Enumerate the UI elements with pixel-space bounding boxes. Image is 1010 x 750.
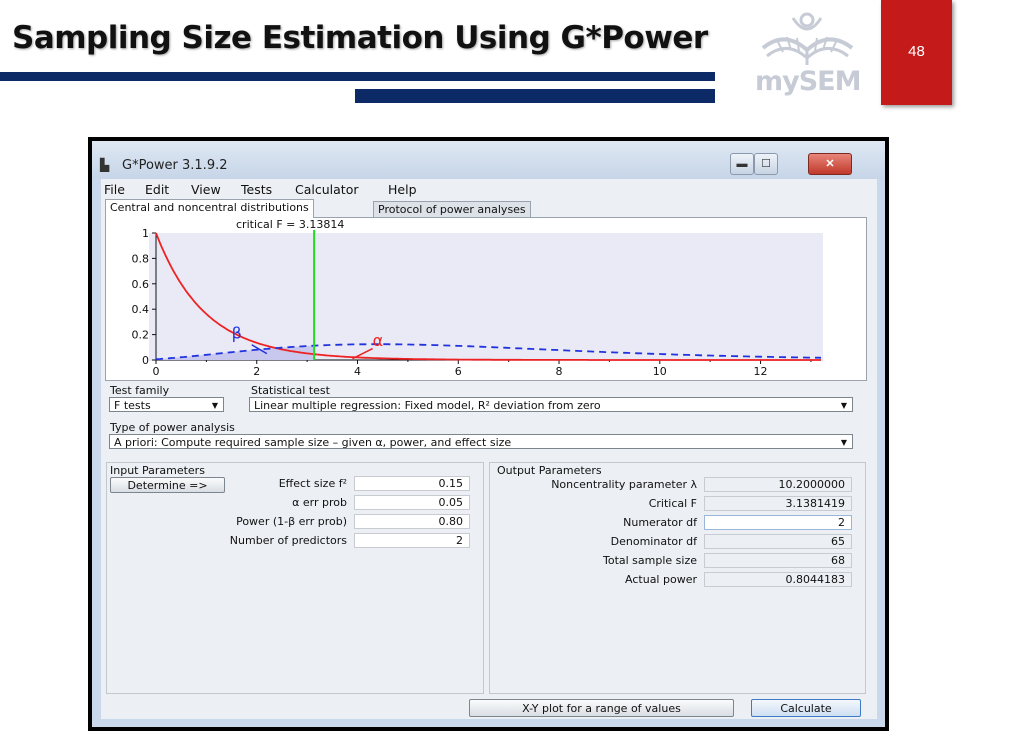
plot-background <box>149 233 823 361</box>
central-distribution-curve <box>155 232 821 361</box>
minimize-button[interactable]: ▬ <box>730 153 754 175</box>
actual-power-value: 0.8044183 <box>704 572 852 587</box>
determine-button[interactable]: Determine => <box>110 477 225 493</box>
predictors-input[interactable]: 2 <box>354 533 470 548</box>
distribution-plot-panel: 0 0.2 0.4 0.6 0.8 1 0 2 4 6 8 10 12 critical F = 3.… <box>105 217 867 381</box>
alpha-err-label: α err prob <box>292 496 347 509</box>
xy-plot-button[interactable]: X-Y plot for a range of values <box>469 699 734 717</box>
power-label: Power (1-β err prob) <box>236 515 347 528</box>
numerator-df-label: Numerator df <box>623 516 697 529</box>
denominator-df-label: Denominator df <box>610 535 697 548</box>
x-tick-label: 6 <box>455 365 462 378</box>
x-tick-label: 8 <box>556 365 563 378</box>
title-rule-top <box>0 72 715 81</box>
total-sample-size-value: 68 <box>704 553 852 568</box>
predictors-label: Number of predictors <box>229 534 347 547</box>
beta-label: β <box>232 323 242 342</box>
menu-edit[interactable]: Edit <box>145 182 170 197</box>
statistical-test-select[interactable]: Linear multiple regression: Fixed model,… <box>249 397 853 412</box>
logo-text: mySEM <box>755 66 862 97</box>
screenshot-frame: ▙ G*Power 3.1.9.2 ▬ ☐ ✕ File Edit View T… <box>88 137 889 731</box>
noncentral-distribution-curve <box>155 343 822 361</box>
window-client: File Edit View Tests Calculator Help Cen… <box>101 179 877 719</box>
title-rule-bottom <box>355 89 715 103</box>
menu-tests[interactable]: Tests <box>241 182 273 197</box>
input-parameters-group <box>106 462 484 694</box>
test-family-label: Test family <box>110 384 170 397</box>
maximize-icon: ☐ <box>761 158 771 170</box>
test-family-select[interactable]: F tests ▼ <box>109 397 224 412</box>
beta-pointer <box>251 344 268 355</box>
x-axis: 0 2 4 6 8 10 12 <box>153 359 821 378</box>
x-tick-label: 4 <box>354 365 361 378</box>
y-tick-label: 0.8 <box>132 252 150 265</box>
window-titlebar[interactable]: ▙ G*Power 3.1.9.2 ▬ ☐ ✕ <box>92 141 885 179</box>
tab-distributions[interactable]: Central and noncentral distributions <box>105 199 314 218</box>
numerator-df-value[interactable]: 2 <box>704 515 852 530</box>
input-parameters-title: Input Parameters <box>110 464 205 477</box>
noncentrality-label: Noncentrality parameter λ <box>551 478 697 491</box>
chevron-down-icon: ▼ <box>840 438 847 447</box>
menu-calculator[interactable]: Calculator <box>295 182 359 197</box>
menu-bar: File Edit View Tests Calculator Help <box>101 179 877 199</box>
alpha-label: α <box>373 331 384 350</box>
power-analysis-select[interactable]: A priori: Compute required sample size –… <box>109 434 853 449</box>
alpha-err-input[interactable]: 0.05 <box>354 495 470 510</box>
critical-f-output-label: Critical F <box>648 497 697 510</box>
y-axis: 0 0.2 0.4 0.6 0.8 1 <box>132 227 157 367</box>
page-number: 48 <box>908 43 925 60</box>
maximize-button[interactable]: ☐ <box>754 153 778 175</box>
calculate-button[interactable]: Calculate <box>751 699 861 717</box>
tab-protocol[interactable]: Protocol of power analyses <box>373 201 531 219</box>
critical-f-value: 3.1381419 <box>704 496 852 511</box>
close-icon: ✕ <box>825 158 835 170</box>
output-parameters-title: Output Parameters <box>497 464 602 477</box>
y-tick-label: 0.4 <box>132 303 150 316</box>
power-analysis-value: A priori: Compute required sample size –… <box>114 436 512 449</box>
window-title: G*Power 3.1.9.2 <box>122 158 228 173</box>
alpha-pointer <box>352 347 373 360</box>
effect-size-label: Effect size f² <box>278 477 347 490</box>
total-sample-size-label: Total sample size <box>602 554 697 567</box>
statistical-test-value: Linear multiple regression: Fixed model,… <box>254 399 601 412</box>
gpower-app-icon: ▙ <box>100 158 110 172</box>
close-button[interactable]: ✕ <box>808 153 852 175</box>
critical-f-label: critical F = 3.13814 <box>236 218 344 231</box>
power-analysis-label: Type of power analysis <box>110 421 235 434</box>
y-tick-label: 0.6 <box>132 278 150 291</box>
output-parameters-group <box>489 462 866 694</box>
menu-file[interactable]: File <box>104 182 125 197</box>
noncentrality-value: 10.2000000 <box>704 477 852 492</box>
effect-size-input[interactable]: 0.15 <box>354 476 470 491</box>
mysem-logo: mySEM <box>755 10 862 98</box>
y-tick-label: 0 <box>142 354 149 367</box>
x-tick-label: 2 <box>253 365 260 378</box>
power-input[interactable]: 0.80 <box>354 514 470 529</box>
slide-title: Sampling Size Estimation Using G*Power <box>12 20 708 56</box>
actual-power-label: Actual power <box>625 573 697 586</box>
y-tick-label: 0.2 <box>132 329 150 342</box>
y-tick-label: 1 <box>142 227 149 240</box>
x-tick-label: 0 <box>153 365 160 378</box>
chevron-down-icon: ▼ <box>840 401 847 410</box>
chevron-down-icon: ▼ <box>211 401 218 410</box>
gpower-window: ▙ G*Power 3.1.9.2 ▬ ☐ ✕ File Edit View T… <box>92 141 885 727</box>
test-family-value: F tests <box>114 399 151 412</box>
x-tick-label: 12 <box>754 365 768 378</box>
minimize-icon: ▬ <box>736 158 748 170</box>
statistical-test-label: Statistical test <box>251 384 330 397</box>
distribution-plot: 0 0.2 0.4 0.6 0.8 1 0 2 4 6 8 10 12 critical F = 3.… <box>132 218 823 378</box>
menu-help[interactable]: Help <box>388 182 417 197</box>
open-book-person-icon <box>761 12 854 65</box>
denominator-df-value: 65 <box>704 534 852 549</box>
page-number-box: 48 <box>881 0 952 105</box>
menu-view[interactable]: View <box>191 182 221 197</box>
x-tick-label: 10 <box>653 365 667 378</box>
